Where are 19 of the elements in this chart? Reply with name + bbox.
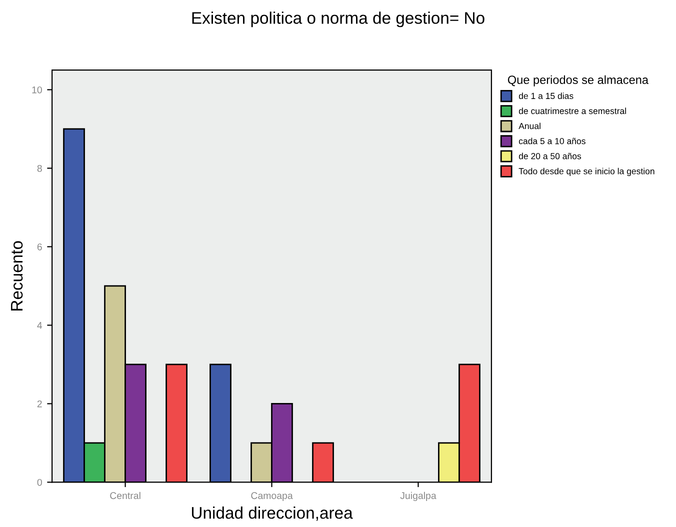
legend-label: de cuatrimestre a semestral <box>518 108 626 114</box>
legend-label: de 1 a 15 dias <box>518 92 574 100</box>
y-axis-title: Recuento <box>11 241 23 310</box>
y-tick-label: 10 <box>32 86 42 94</box>
x-axis-title: Unidad direccion,area <box>192 506 353 521</box>
y-tick-label: 6 <box>37 243 42 250</box>
chart-title: Existen politica o norma de gestion= No <box>192 12 484 28</box>
x-tick-label: Juigalpa <box>400 492 436 501</box>
legend-label: de 20 a 50 años <box>518 152 582 160</box>
legend-title: Que periodos se almacena <box>508 75 648 86</box>
x-tick-label: Central <box>110 492 140 500</box>
x-tick-label: Camoapa <box>251 492 293 501</box>
y-tick-label: 4 <box>37 322 42 329</box>
y-tick-label: 8 <box>37 164 42 172</box>
legend-label: Todo desde que se inicio la gestion <box>518 168 654 176</box>
legend-label: cada 5 a 10 años <box>518 138 586 144</box>
y-tick-label: 2 <box>37 400 42 408</box>
y-tick-label: 0 <box>37 478 42 486</box>
legend-label: Anual <box>518 122 540 130</box>
